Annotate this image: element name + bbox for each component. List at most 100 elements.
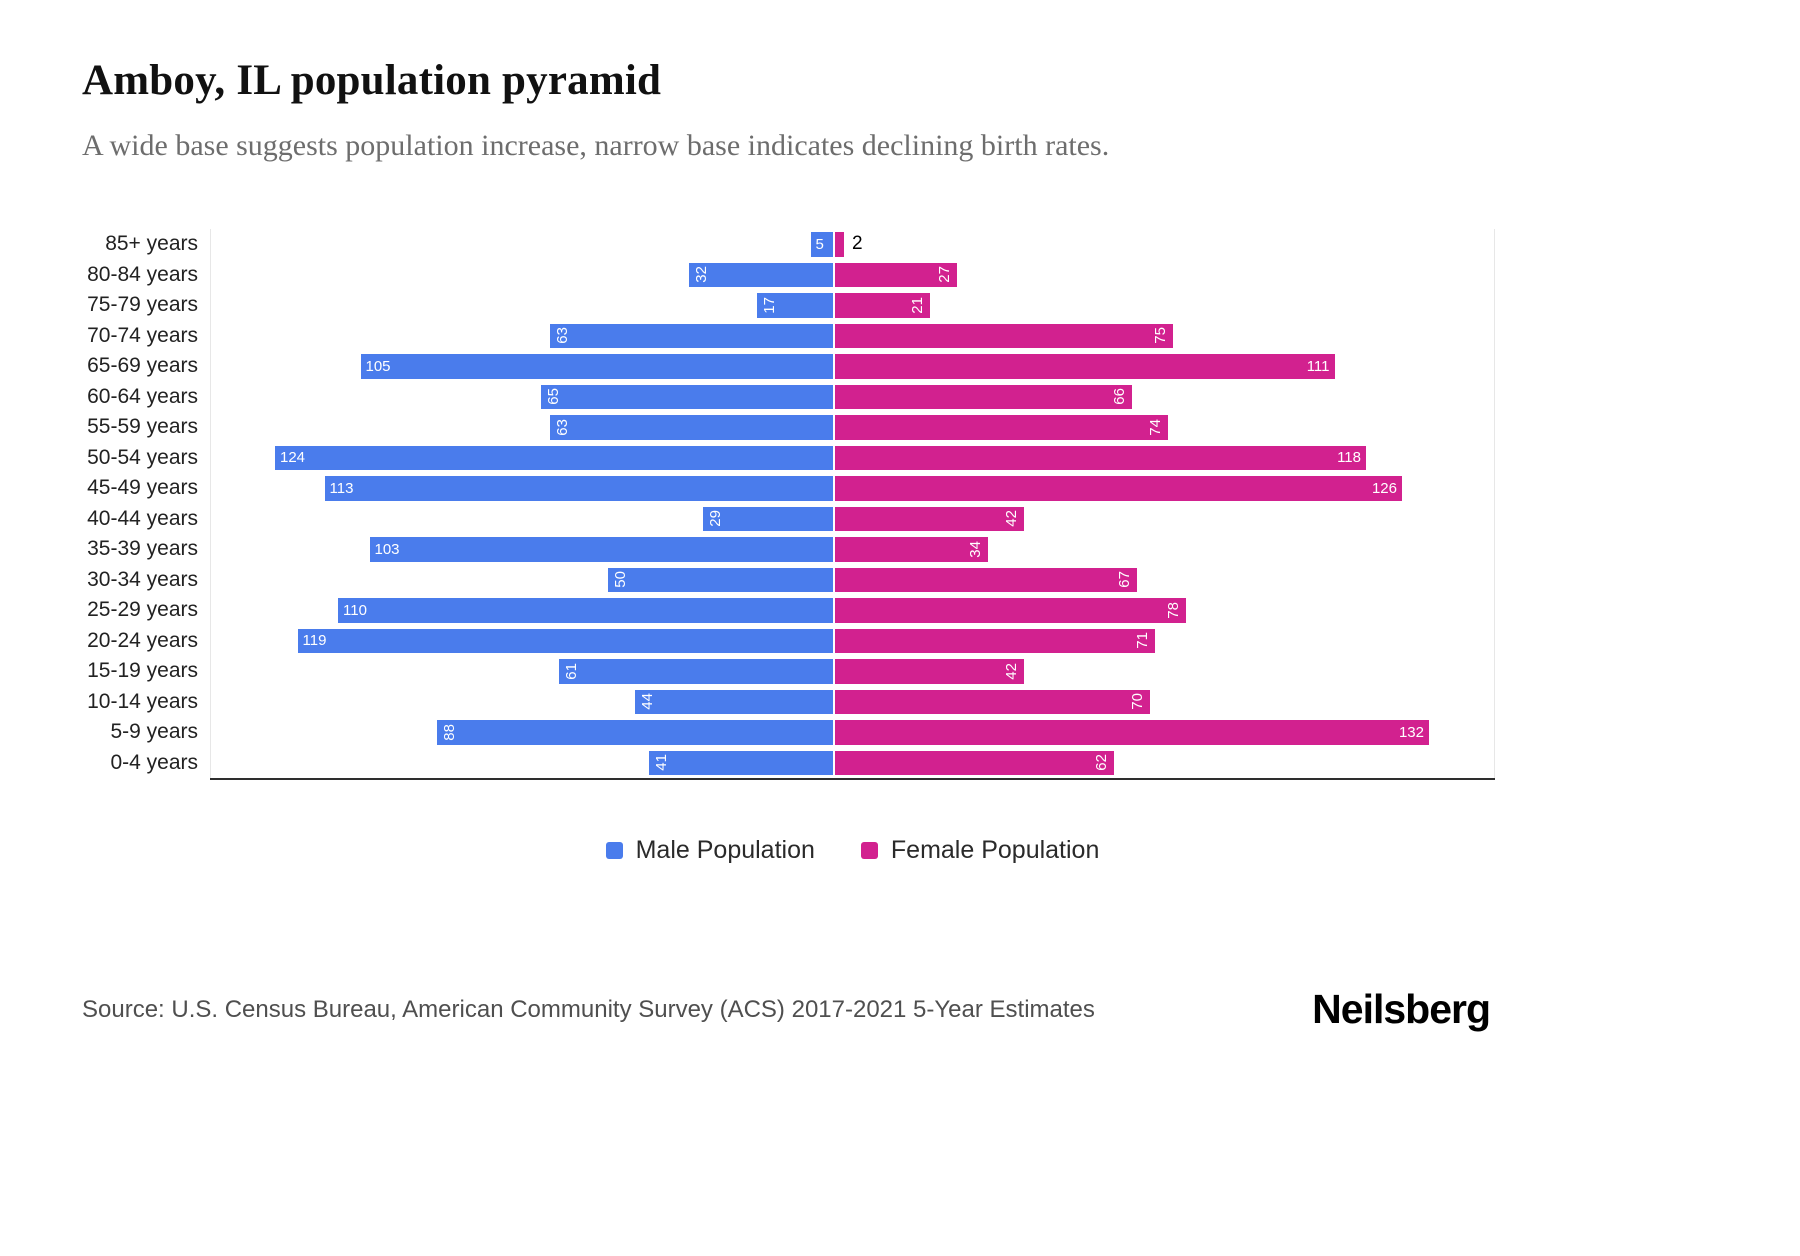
female-bar: 71	[835, 628, 1155, 653]
bar-value-label: 88	[441, 723, 458, 741]
female-bar: 70	[835, 689, 1150, 714]
population-pyramid-chart: 85+ years 5 2 80-84 years 32 27 75-79 years 17 2…	[0, 229, 1800, 865]
male-bar: 110	[338, 598, 833, 623]
legend-swatch-male	[605, 842, 623, 859]
bar-value-label: 32	[693, 266, 710, 284]
pyramid-row: 20-24 years 119 71	[0, 626, 1495, 657]
y-axis-label: 30-34 years	[87, 567, 198, 591]
y-axis-label: 10-14 years	[87, 689, 198, 713]
bar-value-label: 21	[908, 296, 926, 314]
male-bar: 61	[558, 659, 833, 684]
pyramid-row: 65-69 years 105 111	[0, 351, 1495, 382]
female-bar: 67	[835, 567, 1137, 592]
pyramid-row: 5-9 years 88 132	[0, 717, 1495, 748]
bar-value-label: 113	[329, 479, 354, 497]
y-axis-label: 25-29 years	[87, 598, 198, 622]
pyramid-row: 25-29 years 110 78	[0, 595, 1495, 626]
y-axis-label: 40-44 years	[87, 506, 198, 530]
legend-label-female: Female Population	[890, 836, 1100, 864]
y-axis-label: 85+ years	[105, 232, 198, 256]
bar-value-label: 50	[612, 571, 629, 589]
female-bar: 21	[835, 293, 930, 318]
chart-footer: Source: U.S. Census Bureau, American Com…	[82, 986, 1491, 1033]
bar-value-label: 34	[967, 540, 984, 558]
y-axis-label: 60-64 years	[87, 384, 198, 408]
row-canvas: 63 75	[210, 321, 1495, 352]
legend-label-male: Male Population	[635, 836, 815, 864]
bar-value-label: 63	[553, 418, 571, 436]
bar-value-label: 78	[1165, 601, 1182, 619]
male-bar: 63	[549, 415, 833, 440]
female-bar: 118	[835, 445, 1366, 470]
gridline-right	[1494, 229, 1495, 778]
bar-value-label: 74	[1147, 418, 1164, 436]
y-axis-label: 15-19 years	[87, 659, 198, 683]
female-bar: 62	[835, 750, 1114, 775]
pyramid-row: 50-54 years 124 118	[0, 443, 1495, 474]
pyramid-row: 80-84 years 32 27	[0, 260, 1495, 291]
pyramid-row: 15-19 years 61 42	[0, 656, 1495, 687]
legend-item-female[interactable]: Female Population	[860, 836, 1100, 865]
female-bar: 27	[835, 262, 957, 287]
row-canvas: 32 27	[210, 260, 1495, 291]
row-canvas: 119 71	[210, 626, 1495, 657]
male-bar: 63	[549, 323, 833, 348]
male-bar: 17	[756, 293, 833, 318]
bar-value-label: 75	[1151, 327, 1169, 345]
row-canvas: 113 126	[210, 473, 1495, 504]
female-bar: 34	[835, 537, 988, 562]
female-bar: 111	[835, 354, 1335, 379]
pyramid-row: 75-79 years 17 21	[0, 290, 1495, 321]
bar-value-label: 71	[1133, 632, 1151, 650]
y-axis-label: 45-49 years	[87, 476, 198, 500]
male-bar: 124	[275, 445, 833, 470]
male-bar: 103	[369, 537, 833, 562]
legend-swatch-female	[860, 842, 878, 859]
y-axis-label: 50-54 years	[87, 445, 198, 469]
male-bar: 32	[689, 262, 833, 287]
row-canvas: 105 111	[210, 351, 1495, 382]
bar-value-label: 42	[1003, 662, 1020, 680]
row-canvas: 88 132	[210, 717, 1495, 748]
bar-value-label: 110	[343, 601, 367, 619]
chart-subtitle: A wide base suggests population increase…	[82, 129, 1110, 162]
pyramid-row: 30-34 years 50 67	[0, 565, 1495, 596]
page-title: Amboy, IL population pyramid	[82, 57, 662, 104]
male-bar: 65	[540, 384, 833, 409]
y-axis-label: 35-39 years	[87, 537, 198, 561]
bar-value-label: 66	[1111, 388, 1128, 406]
plot-rows: 85+ years 5 2 80-84 years 32 27 75-79 years 17 2…	[0, 229, 1495, 778]
y-axis-label: 5-9 years	[110, 720, 198, 744]
bar-value-label: 124	[280, 449, 306, 467]
female-bar: 75	[835, 323, 1173, 348]
female-bar: 74	[835, 415, 1168, 440]
bar-value-label: 70	[1129, 693, 1146, 711]
y-axis-label: 55-59 years	[87, 415, 198, 439]
male-bar: 105	[360, 354, 833, 379]
y-axis-label: 70-74 years	[87, 323, 198, 347]
pyramid-row: 0-4 years 41 62	[0, 748, 1495, 779]
pyramid-row: 45-49 years 113 126	[0, 473, 1495, 504]
male-bar: 119	[297, 628, 833, 653]
neilsberg-logo: Neilsberg	[1312, 986, 1491, 1032]
male-bar: 113	[324, 476, 833, 501]
female-bar	[835, 232, 844, 257]
row-canvas: 65 66	[210, 382, 1495, 413]
bar-value-label: 5	[815, 235, 824, 253]
legend-item-male[interactable]: Male Population	[605, 836, 815, 865]
pyramid-row: 40-44 years 29 42	[0, 504, 1495, 535]
row-canvas: 41 62	[210, 748, 1495, 779]
bar-value-label: 27	[935, 266, 953, 284]
bar-value-label: 63	[553, 327, 571, 345]
female-bar: 66	[835, 384, 1132, 409]
row-canvas: 61 42	[210, 656, 1495, 687]
row-canvas: 50 67	[210, 565, 1495, 596]
bar-value-label: 41	[652, 754, 670, 772]
male-bar: 5	[810, 232, 833, 257]
row-canvas: 29 42	[210, 504, 1495, 535]
row-canvas: 17 21	[210, 290, 1495, 321]
bar-value-label: 62	[1093, 754, 1110, 772]
female-bar: 78	[835, 598, 1186, 623]
male-bar: 29	[702, 506, 833, 531]
